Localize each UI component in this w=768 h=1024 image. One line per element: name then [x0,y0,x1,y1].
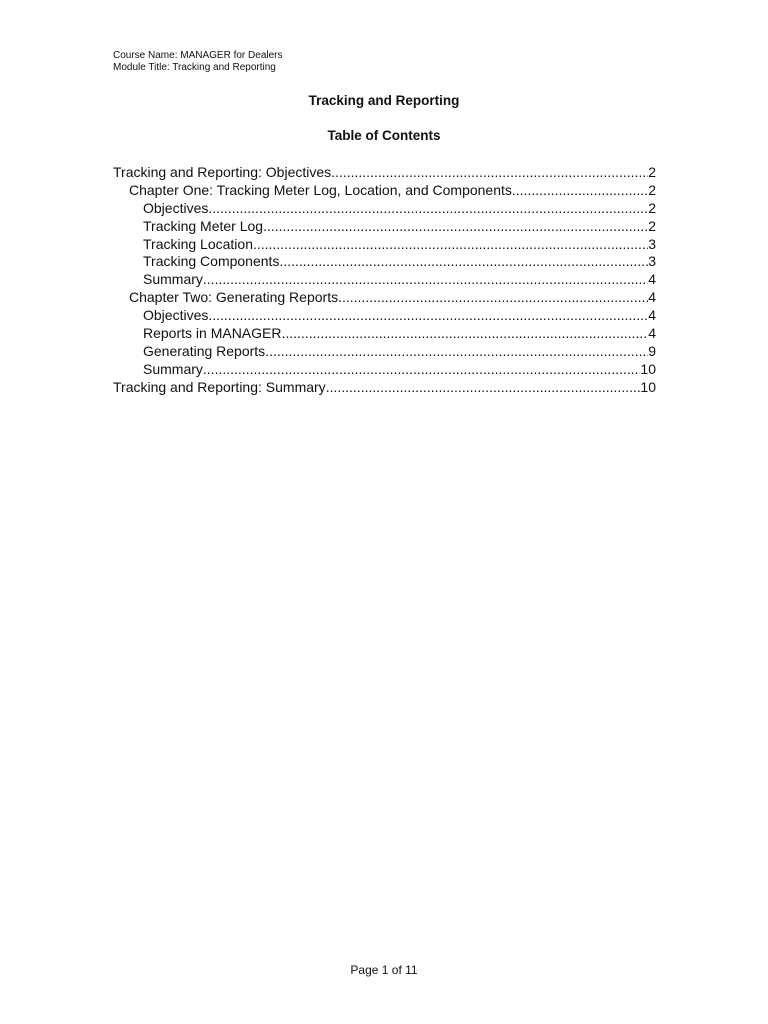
course-name: Course Name: MANAGER for Dealers [113,50,283,61]
module-title: Module Title: Tracking and Reporting [113,62,276,73]
toc-entry-page: 2 [648,217,656,234]
toc-entry-page: 2 [648,199,656,216]
leader-dots [279,253,648,271]
leader-dots [326,379,641,397]
toc-entry-page: 9 [648,342,656,359]
toc-entry[interactable]: Objectives 2 [113,200,656,218]
toc-entry-page: 4 [648,289,656,306]
toc-entry-page: 10 [640,360,656,377]
toc-entry-page: 2 [648,181,656,198]
toc-title: Table of Contents [327,128,441,143]
leader-dots [208,307,648,325]
toc-entry-label: Tracking Location [143,235,253,252]
leader-dots [512,182,648,200]
toc-entry-page: 10 [640,378,656,395]
table-of-contents: Tracking and Reporting: Objectives 2 Chapt… [113,164,656,397]
toc-entry-label: Chapter Two: Generating Reports [129,289,339,306]
toc-entry-page: 2 [648,164,656,180]
toc-entry-label: Generating Reports [143,342,266,359]
page-number: Page 1 of 11 [350,963,418,977]
toc-entry[interactable]: Generating Reports 9 [113,343,656,361]
page-header: Course Name: MANAGER for Dealers Module … [113,50,283,74]
leader-dots [203,271,648,289]
leader-dots [263,218,648,236]
toc-entry-label: Chapter One: Tracking Meter Log, Locatio… [129,181,512,198]
toc-entry-label: Objectives [143,199,209,216]
toc-entry[interactable]: Tracking Location 3 [113,236,656,254]
leader-dots [281,325,648,343]
toc-entry[interactable]: Tracking Components 3 [113,253,656,271]
toc-entry[interactable]: Reports in MANAGER 4 [113,325,656,343]
toc-entry[interactable]: Objectives 4 [113,307,656,325]
toc-entry[interactable]: Tracking Meter Log 2 [113,218,656,236]
document-title: Tracking and Reporting [308,93,460,108]
toc-entry[interactable]: Chapter One: Tracking Meter Log, Locatio… [113,182,656,200]
toc-entry-label: Tracking and Reporting: Summary [113,378,326,395]
toc-entry-page: 4 [648,307,656,324]
toc-entry-page: 4 [648,271,656,288]
toc-entry-label: Reports in MANAGER [143,325,282,342]
toc-entry[interactable]: Summary 10 [113,361,656,379]
leader-dots [203,361,641,379]
toc-entry-label: Tracking and Reporting: Objectives [113,164,332,180]
leader-dots [265,343,648,361]
leader-dots [338,289,648,307]
toc-entry-label: Objectives [143,307,209,324]
toc-entry[interactable]: Chapter Two: Generating Reports 4 [113,289,656,307]
toc-entry-page: 3 [648,235,656,252]
toc-entry-label: Summary [143,271,203,288]
leader-dots [331,164,648,182]
leader-dots [253,236,648,254]
toc-entry-page: 4 [648,325,656,342]
leader-dots [208,200,648,218]
toc-entry[interactable]: Tracking and Reporting: Objectives 2 [113,164,656,182]
toc-entry[interactable]: Tracking and Reporting: Summary 10 [113,379,656,397]
toc-entry-page: 3 [648,253,656,270]
toc-entry-label: Tracking Meter Log [143,217,264,234]
toc-entry-label: Tracking Components [143,253,280,270]
toc-entry[interactable]: Summary 4 [113,271,656,289]
toc-entry-label: Summary [143,360,203,377]
